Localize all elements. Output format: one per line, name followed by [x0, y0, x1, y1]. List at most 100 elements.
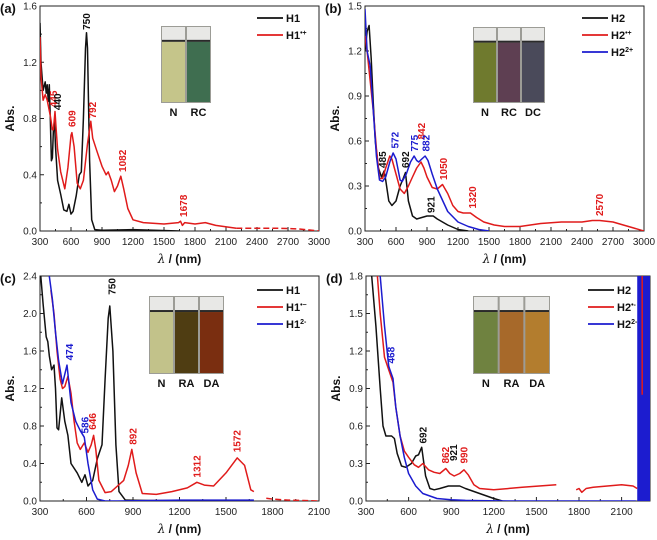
- vial-solution: [187, 41, 210, 102]
- y-tick-label: 1.2: [348, 47, 362, 58]
- legend-label: H2: [611, 13, 625, 25]
- x-tick-label: 900: [125, 507, 142, 518]
- x-tick-label: 2100: [610, 507, 633, 518]
- x-tick-label: 600: [388, 237, 405, 248]
- legend-label: H2•-: [617, 302, 637, 314]
- x-tick-label: 2100: [215, 237, 238, 248]
- series-line-h1-tail: [236, 227, 319, 231]
- y-tick-label: 2.0: [23, 309, 37, 320]
- vial-solution: [162, 41, 185, 102]
- vial-label: N: [158, 378, 166, 390]
- inset-photo: N RC: [161, 26, 211, 119]
- vial-cap: [175, 297, 198, 312]
- peak-label: 792: [88, 101, 99, 118]
- vial-solution: [474, 42, 496, 102]
- vial-cap: [150, 297, 173, 312]
- vial-meniscus: [162, 39, 185, 42]
- vial-label: DA: [204, 378, 220, 390]
- x-tick-label: 1800: [568, 507, 591, 518]
- x-tick-label: 2400: [571, 237, 594, 248]
- series-line-h2: [370, 276, 503, 501]
- peak-label: 692: [418, 426, 429, 443]
- vial-cap: [162, 27, 185, 41]
- legend-label: H12-: [286, 319, 307, 331]
- peak-label: 572: [390, 131, 401, 148]
- peak-label: 2570: [595, 193, 606, 216]
- vial-meniscus: [175, 310, 198, 313]
- y-axis-title: Abs.: [328, 105, 342, 131]
- vial-label: N: [170, 107, 178, 119]
- peak-label: 440: [53, 93, 64, 110]
- vial-solution: [499, 312, 524, 373]
- y-tick-label: 0.3: [349, 459, 363, 470]
- y-tick-label: 1.5: [349, 309, 363, 320]
- panel-label: (d): [326, 271, 343, 286]
- vial-cap: [525, 297, 549, 312]
- panel-b: 300 600 900 1200 1500 1800 2100 2400 2700 3000 0.0…: [325, 1, 656, 266]
- legend-label: H1•+: [286, 30, 307, 42]
- x-tick-label: 2700: [602, 237, 625, 248]
- vial-solution: [175, 312, 198, 373]
- peak-label: 1050: [439, 157, 450, 180]
- y-tick-label: 0.4: [23, 170, 37, 181]
- peak-label: 750: [82, 13, 93, 30]
- vial-label: RA: [179, 378, 195, 390]
- x-tick-label: 1200: [447, 237, 470, 248]
- x-tick-label: 3000: [308, 237, 331, 248]
- vial-label: RC: [191, 107, 207, 119]
- x-tick-label: 1800: [184, 237, 207, 248]
- y-tick-label: 0.0: [349, 497, 363, 508]
- legend-label: H2: [617, 285, 631, 297]
- panel-label: (b): [325, 1, 342, 16]
- series-line-tail: [266, 497, 319, 501]
- x-tick-label: 2100: [540, 237, 563, 248]
- vial-cap: [498, 28, 520, 42]
- vial-cap: [187, 27, 210, 41]
- peak-label: 862: [441, 446, 452, 463]
- vial-meniscus: [525, 310, 549, 313]
- panel-c: 300 600 900 1200 1500 1800 2100 0.0 0.4 0.8 1.2 1.6…: [0, 271, 331, 536]
- y-tick-label: 1.5: [348, 2, 362, 13]
- y-tick-label: 0.9: [348, 92, 362, 103]
- peak-label: 692: [401, 151, 412, 168]
- peak-label: 882: [421, 134, 432, 151]
- y-axis-title: Abs.: [329, 375, 343, 401]
- series-line-h2-: [365, 8, 490, 231]
- y-tick-label: 1.6: [23, 2, 37, 13]
- y-tick-label: 1.8: [349, 272, 363, 283]
- vial-meniscus: [200, 310, 223, 313]
- panel-d: 300 600 900 1200 1500 1800 2100 0.0 0.3 0.6 0.9 1.2…: [326, 271, 651, 536]
- x-tick-label: 300: [358, 507, 375, 518]
- peak-label: 892: [129, 428, 140, 445]
- vial-solution: [498, 42, 520, 102]
- series-line-h1: [40, 22, 180, 231]
- inset-photo: N RC DC: [473, 27, 545, 119]
- peak-label: 474: [65, 343, 76, 360]
- peak-label: 1082: [118, 149, 129, 172]
- y-tick-label: 0.3: [348, 182, 362, 193]
- x-tick-label: 600: [78, 507, 95, 518]
- y-axis-title: Abs.: [3, 105, 17, 131]
- x-tick-label: 1200: [483, 507, 506, 518]
- peak-label: 1678: [179, 194, 190, 217]
- vial-label: DA: [529, 378, 545, 390]
- series-line-h1-: [40, 36, 237, 229]
- vial-solution: [150, 312, 173, 373]
- y-tick-label: 2.4: [23, 272, 37, 283]
- legend-label: H1: [286, 13, 300, 25]
- x-tick-label: 900: [419, 237, 436, 248]
- peak-label: 468: [386, 346, 397, 363]
- x-tick-label: 900: [94, 237, 111, 248]
- y-tick-label: 0.4: [23, 459, 37, 470]
- peak-label: 445: [49, 90, 60, 107]
- peak-label: 586: [80, 416, 91, 433]
- vial-solution: [522, 42, 544, 102]
- x-tick-label: 1800: [509, 237, 532, 248]
- vial-meniscus: [499, 310, 524, 313]
- y-tick-label: 0.0: [23, 497, 37, 508]
- vial-label: DC: [525, 107, 541, 119]
- vial-meniscus: [522, 40, 544, 43]
- x-tick-label: 2700: [277, 237, 300, 248]
- y-tick-label: 0.9: [349, 384, 363, 395]
